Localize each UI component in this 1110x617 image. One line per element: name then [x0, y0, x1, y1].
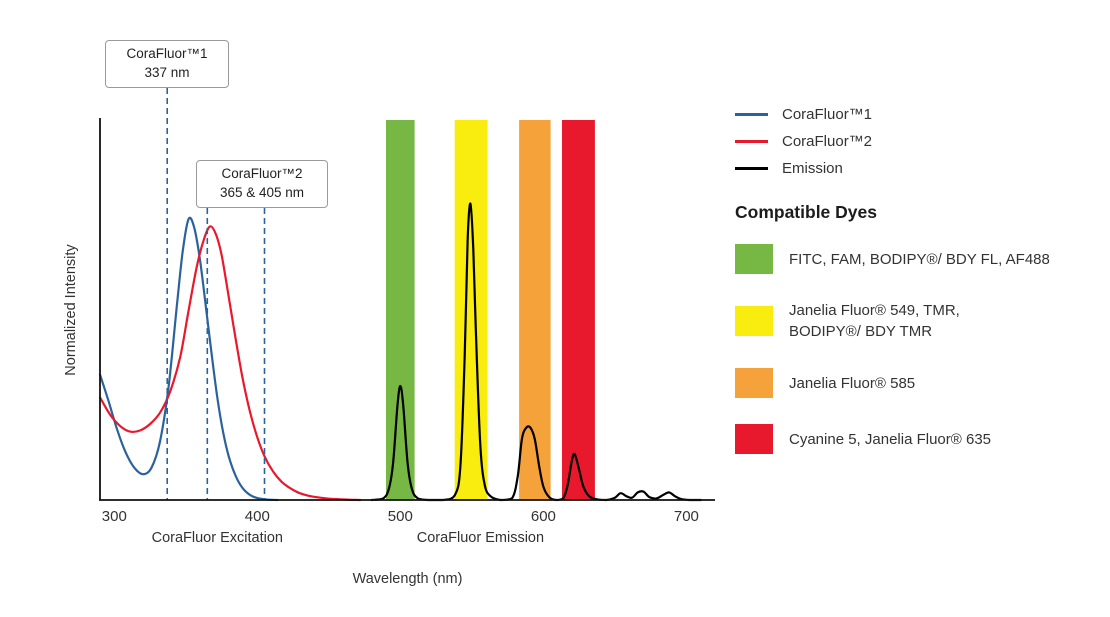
dye-item-3: Cyanine 5, Janelia Fluor® 635: [735, 424, 1107, 454]
x-axis-title: Wavelength (nm): [353, 571, 463, 587]
dye-color-swatch-3: [735, 424, 773, 454]
axis-section-corafluor-emission: CoraFluor Emission: [417, 530, 544, 546]
x-tick-600: 600: [531, 508, 556, 525]
series-curve-corafluor-2: [98, 225, 362, 502]
x-tick-400: 400: [245, 508, 270, 525]
legend-line-swatch-corafluor-1: [735, 113, 768, 116]
callout-corafluor1-title: CoraFluor™1: [126, 46, 208, 61]
dye-band-fitc-fam-bodipy-bd: [386, 120, 415, 500]
chart-area: 300 400 500 600 700 CoraFluor Excitation CoraF…: [63, 40, 715, 587]
dye-band-cyanine-5-janelia-: [562, 120, 595, 500]
legend: CoraFluor™1 CoraFluor™2 Emission Compatibl…: [735, 106, 1107, 480]
callout-corafluor1-value: 337 nm: [144, 64, 190, 80]
x-tick-700: 700: [674, 508, 699, 525]
dye-item-2: Janelia Fluor® 585: [735, 368, 1107, 398]
legend-series-list: CoraFluor™1 CoraFluor™2 Emission: [735, 106, 1107, 177]
dye-color-swatch-0: [735, 244, 773, 274]
dye-color-swatch-2: [735, 368, 773, 398]
compatible-dyes-heading: Compatible Dyes: [735, 202, 877, 222]
callout-corafluor2-value: 365 & 405 nm: [219, 184, 305, 200]
legend-label-corafluor-2: CoraFluor™2: [782, 133, 873, 150]
x-tick-300: 300: [102, 508, 127, 525]
dye-item-0: FITC, FAM, BODIPY®/ BDY FL, AF488: [735, 244, 1107, 274]
callout-corafluor2-title: CoraFluor™2: [221, 166, 303, 181]
dye-color-swatch-1: [735, 306, 773, 336]
dye-label-2: Janelia Fluor® 585: [789, 374, 916, 392]
y-axis-title: Normalized Intensity: [63, 244, 79, 376]
callout-corafluor1: CoraFluor™1 337 nm: [105, 40, 229, 88]
dye-item-1: Janelia Fluor® 549, TMR, BODIPY®/ BDY TM…: [735, 300, 1107, 342]
legend-line-swatch-corafluor-2: [735, 140, 768, 143]
legend-item-corafluor-2: CoraFluor™2: [735, 133, 1107, 150]
legend-label-emission: Emission: [782, 160, 843, 177]
legend-line-swatch-emission: [735, 167, 768, 170]
callout-corafluor2: CoraFluor™2 365 & 405 nm: [196, 160, 328, 208]
legend-label-corafluor-1: CoraFluor™1: [782, 106, 873, 123]
series-curve-corafluor-1: [98, 216, 279, 502]
dye-label-0: FITC, FAM, BODIPY®/ BDY FL, AF488: [789, 250, 1050, 268]
legend-item-emission: Emission: [735, 160, 1107, 177]
spectra-chart: 300 400 500 600 700 CoraFluor Excitation CoraF…: [63, 88, 715, 587]
dye-label-3: Cyanine 5, Janelia Fluor® 635: [789, 430, 992, 448]
legend-dyes-list: FITC, FAM, BODIPY®/ BDY FL, AF488 Janelia…: [735, 244, 1107, 454]
legend-item-corafluor-1: CoraFluor™1: [735, 106, 1107, 123]
dye-label-1: Janelia Fluor® 549, TMR, BODIPY®/ BDY TM…: [789, 302, 960, 340]
x-tick-500: 500: [388, 508, 413, 525]
dye-band-janelia-fluor-549-: [454, 120, 488, 500]
axis-section-corafluor-excitation: CoraFluor Excitation: [152, 530, 283, 546]
